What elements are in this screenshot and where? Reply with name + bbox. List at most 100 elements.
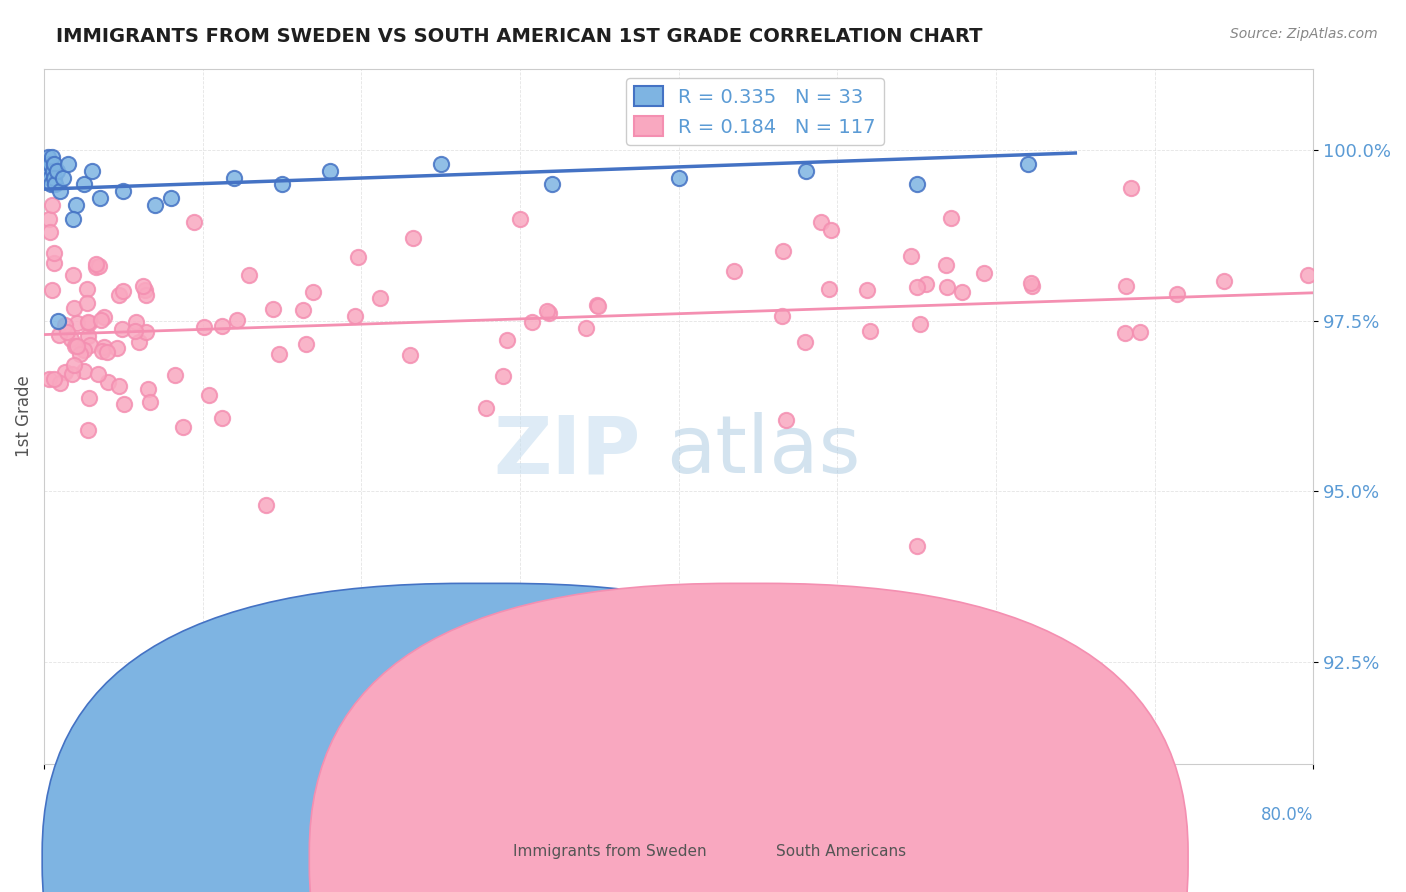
Point <box>905 280 928 294</box>
Point <box>1166 287 1188 301</box>
Point <box>537 305 560 319</box>
Point <box>495 333 517 347</box>
Point <box>292 303 315 318</box>
Point <box>41 150 63 164</box>
Point <box>368 291 391 305</box>
Point <box>160 191 183 205</box>
Point <box>820 223 842 237</box>
Point <box>90 312 112 326</box>
Point <box>793 334 815 349</box>
Point <box>89 191 111 205</box>
Point <box>346 250 368 264</box>
Point <box>950 285 973 300</box>
Point <box>973 266 995 280</box>
Point <box>62 301 84 315</box>
Point <box>111 322 134 336</box>
Point <box>269 347 291 361</box>
Point <box>905 539 928 553</box>
Point <box>1119 181 1142 195</box>
Point <box>810 214 832 228</box>
Point <box>89 259 111 273</box>
Point <box>96 344 118 359</box>
Point <box>41 283 63 297</box>
Point <box>262 301 284 316</box>
Point <box>86 257 108 271</box>
Point <box>429 157 451 171</box>
Point <box>134 284 156 298</box>
Point <box>45 164 67 178</box>
Point <box>84 260 107 274</box>
Point <box>77 315 100 329</box>
Point <box>49 184 72 198</box>
Point <box>73 343 96 357</box>
Point <box>520 314 543 328</box>
Point <box>586 297 609 311</box>
Point <box>87 367 110 381</box>
Point <box>318 164 340 178</box>
Point <box>41 198 63 212</box>
Point <box>38 170 60 185</box>
Point <box>128 334 150 349</box>
Point <box>429 655 451 669</box>
Point <box>165 368 187 383</box>
Point <box>908 317 931 331</box>
Text: atlas: atlas <box>666 412 860 491</box>
Point <box>62 268 84 282</box>
Point <box>112 397 135 411</box>
Point <box>271 178 294 192</box>
Text: 0.0%: 0.0% <box>44 806 86 824</box>
Point <box>1114 326 1136 340</box>
Point <box>48 328 70 343</box>
Point <box>76 329 98 343</box>
Point <box>76 296 98 310</box>
Point <box>1296 268 1319 283</box>
Point <box>294 337 316 351</box>
Point <box>575 321 598 335</box>
Text: 80.0%: 80.0% <box>1261 806 1313 824</box>
Point <box>77 316 100 330</box>
Point <box>131 279 153 293</box>
Point <box>107 341 129 355</box>
Point <box>125 315 148 329</box>
Point <box>60 367 83 381</box>
Point <box>56 157 79 171</box>
Point <box>772 244 794 259</box>
Point <box>1213 274 1236 288</box>
Point <box>540 178 562 192</box>
Point <box>80 164 103 178</box>
Point <box>492 368 515 383</box>
Point <box>135 288 157 302</box>
Point <box>1129 325 1152 339</box>
Point <box>1021 279 1043 293</box>
Point <box>536 304 558 318</box>
Point <box>38 371 60 385</box>
Point <box>79 338 101 352</box>
Point <box>1019 277 1042 291</box>
Point <box>44 170 66 185</box>
Point <box>77 423 100 437</box>
Point <box>136 382 159 396</box>
Point <box>135 325 157 339</box>
Point <box>124 324 146 338</box>
Point <box>475 401 498 415</box>
Point <box>44 178 66 192</box>
Point <box>668 170 690 185</box>
Point <box>183 215 205 229</box>
Y-axis label: 1st Grade: 1st Grade <box>15 376 32 458</box>
Point <box>193 319 215 334</box>
Point <box>48 314 70 328</box>
Legend: R = 0.335   N = 33, R = 0.184   N = 117: R = 0.335 N = 33, R = 0.184 N = 117 <box>626 78 884 145</box>
Point <box>39 178 62 192</box>
Point <box>859 325 882 339</box>
Point <box>66 316 89 330</box>
Point <box>301 285 323 299</box>
Text: South Americans: South Americans <box>776 845 907 859</box>
Point <box>91 344 114 359</box>
Text: Immigrants from Sweden: Immigrants from Sweden <box>513 845 707 859</box>
Point <box>775 413 797 427</box>
Text: Source: ZipAtlas.com: Source: ZipAtlas.com <box>1230 27 1378 41</box>
Point <box>402 230 425 244</box>
Point <box>399 348 422 362</box>
Point <box>72 364 94 378</box>
Point <box>900 250 922 264</box>
